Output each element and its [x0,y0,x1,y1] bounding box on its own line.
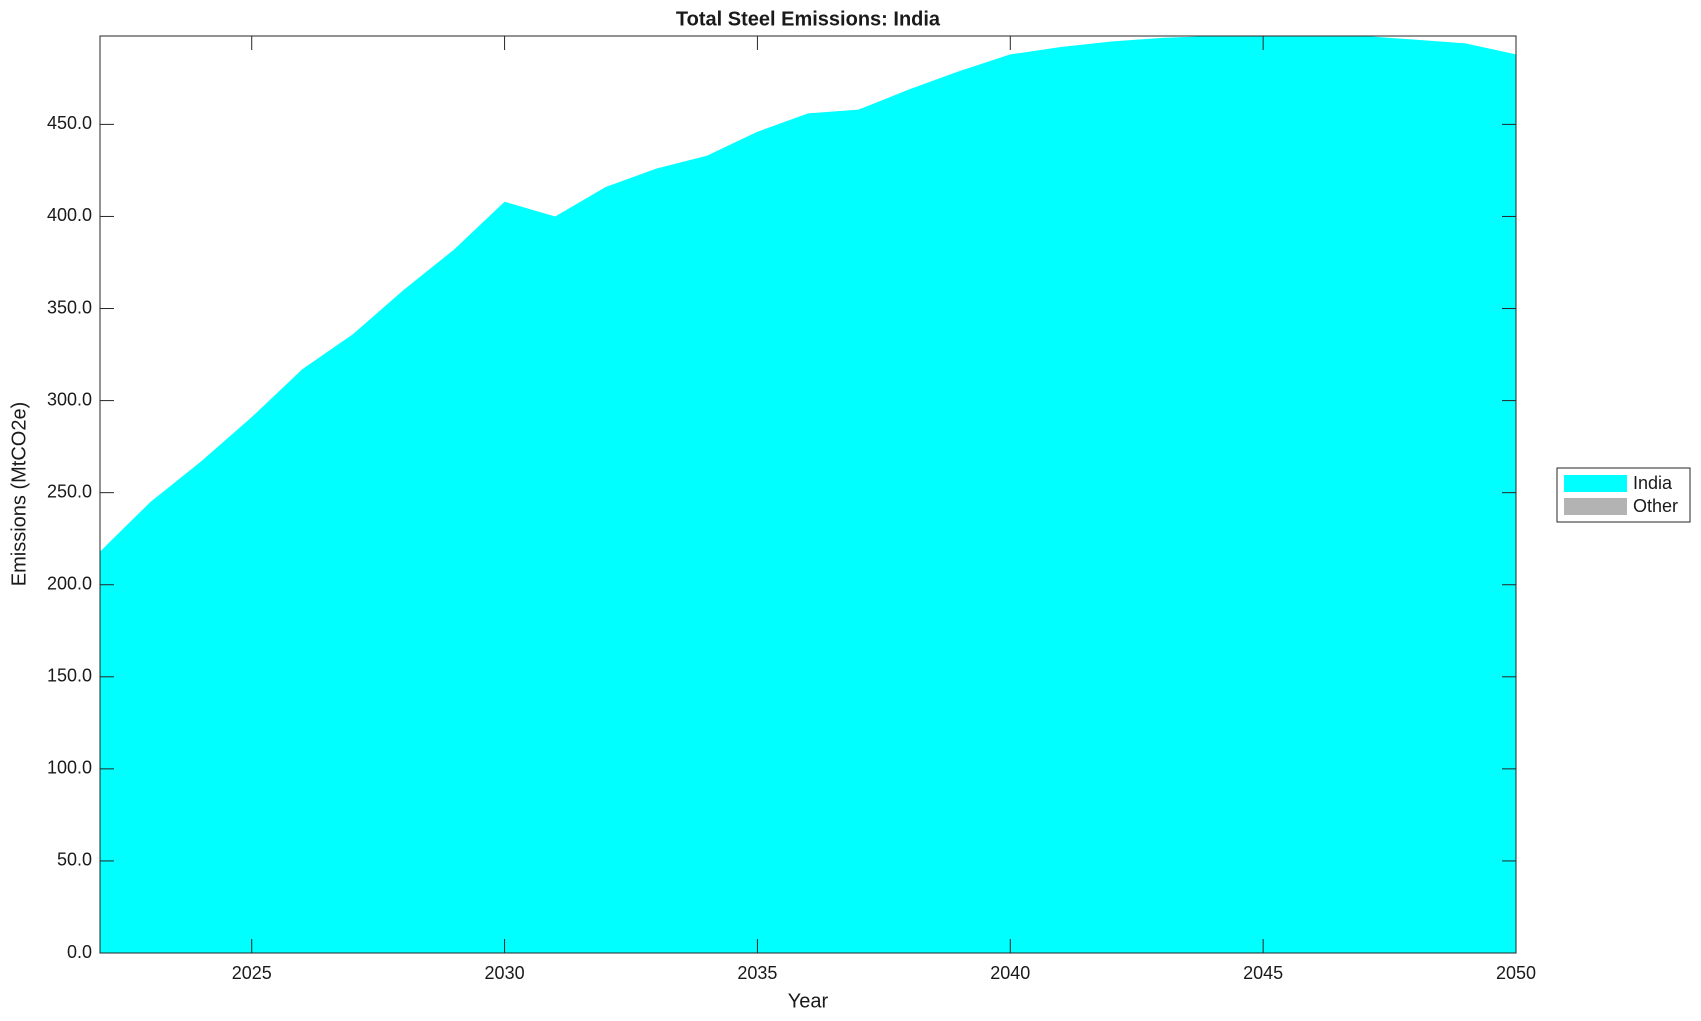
y-tick-label: 150.0 [47,666,92,686]
legend-label: India [1633,473,1673,493]
x-tick-label: 2035 [737,963,777,983]
legend-swatch [1564,475,1627,492]
axes-box [99,35,1517,954]
x-tick-label: 2030 [485,963,525,983]
y-tick-label: 400.0 [47,205,92,225]
x-tick-label: 2050 [1496,963,1536,983]
y-tick-label: 450.0 [47,113,92,133]
y-tick-label: 100.0 [47,758,92,778]
y-tick-label: 0.0 [67,942,92,962]
y-tick-label: 50.0 [57,850,92,870]
y-tick-label: 350.0 [47,297,92,317]
x-axis-label: Year [788,990,829,1012]
y-tick-label: 250.0 [47,481,92,501]
legend: India Other [1556,467,1691,523]
legend-label: Other [1633,496,1678,516]
x-tick-label: 2025 [232,963,272,983]
y-axis-label: Emissions (MtCO2e) [8,402,30,586]
x-tick-label: 2045 [1243,963,1283,983]
y-tick-label: 200.0 [47,573,92,593]
area [100,36,1516,953]
legend-swatch [1564,498,1627,515]
y-tick-label: 300.0 [47,389,92,409]
x-tick-label: 2040 [990,963,1030,983]
chart-title: Total Steel Emissions: India [676,8,941,30]
